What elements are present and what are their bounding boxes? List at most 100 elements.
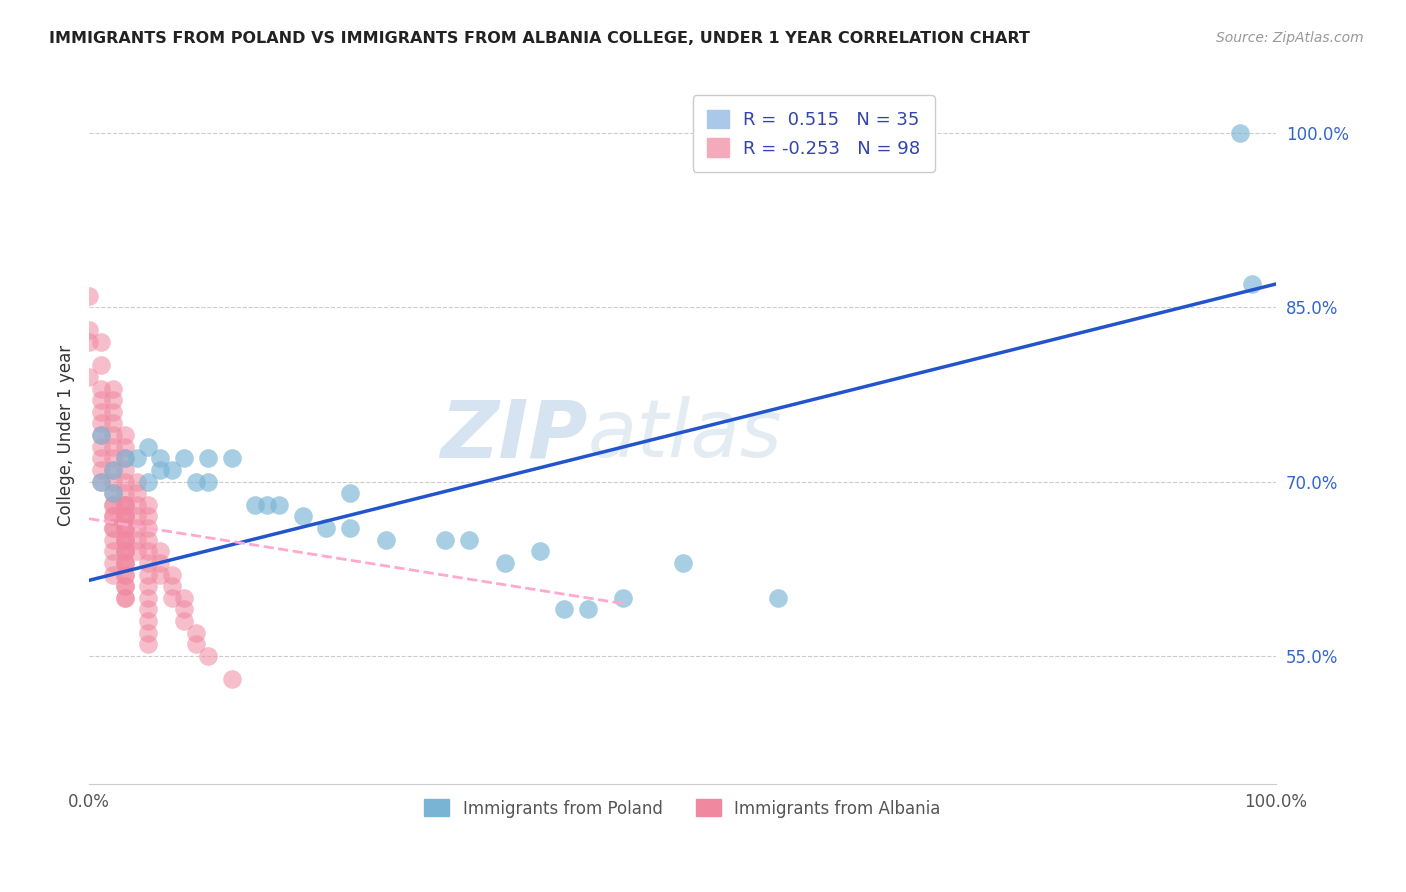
Point	[184, 625, 207, 640]
Point	[529, 544, 551, 558]
Point	[114, 451, 136, 466]
Point	[138, 625, 160, 640]
Point	[101, 498, 124, 512]
Point	[138, 567, 160, 582]
Point	[138, 544, 160, 558]
Point	[494, 556, 516, 570]
Point	[125, 475, 148, 489]
Point	[77, 288, 100, 302]
Point	[114, 521, 136, 535]
Point	[90, 334, 112, 349]
Point	[90, 382, 112, 396]
Point	[138, 579, 160, 593]
Point	[576, 602, 599, 616]
Point	[90, 417, 112, 431]
Point	[612, 591, 634, 605]
Point	[197, 451, 219, 466]
Point	[221, 672, 243, 686]
Point	[138, 475, 160, 489]
Point	[101, 498, 124, 512]
Point	[149, 451, 172, 466]
Point	[160, 579, 183, 593]
Point	[173, 451, 195, 466]
Point	[101, 463, 124, 477]
Point	[77, 370, 100, 384]
Point	[114, 486, 136, 500]
Point	[339, 486, 361, 500]
Point	[90, 428, 112, 442]
Point	[114, 556, 136, 570]
Point	[173, 614, 195, 628]
Point	[245, 498, 267, 512]
Point	[138, 556, 160, 570]
Point	[101, 521, 124, 535]
Point	[101, 451, 124, 466]
Point	[160, 567, 183, 582]
Point	[101, 417, 124, 431]
Point	[125, 498, 148, 512]
Point	[90, 393, 112, 408]
Point	[1241, 277, 1264, 291]
Point	[149, 463, 172, 477]
Point	[125, 544, 148, 558]
Point	[291, 509, 314, 524]
Point	[90, 428, 112, 442]
Point	[114, 498, 136, 512]
Point	[339, 521, 361, 535]
Point	[125, 486, 148, 500]
Point	[114, 533, 136, 547]
Point	[138, 509, 160, 524]
Point	[315, 521, 337, 535]
Text: Source: ZipAtlas.com: Source: ZipAtlas.com	[1216, 31, 1364, 45]
Y-axis label: College, Under 1 year: College, Under 1 year	[58, 344, 75, 525]
Point	[114, 544, 136, 558]
Point	[114, 591, 136, 605]
Point	[114, 579, 136, 593]
Point	[77, 323, 100, 337]
Point	[114, 521, 136, 535]
Point	[101, 475, 124, 489]
Point	[267, 498, 290, 512]
Point	[114, 428, 136, 442]
Point	[101, 544, 124, 558]
Point	[125, 509, 148, 524]
Text: IMMIGRANTS FROM POLAND VS IMMIGRANTS FROM ALBANIA COLLEGE, UNDER 1 YEAR CORRELAT: IMMIGRANTS FROM POLAND VS IMMIGRANTS FRO…	[49, 31, 1031, 46]
Point	[114, 556, 136, 570]
Point	[101, 405, 124, 419]
Point	[138, 498, 160, 512]
Point	[101, 521, 124, 535]
Point	[90, 359, 112, 373]
Point	[766, 591, 789, 605]
Point	[101, 393, 124, 408]
Point	[114, 509, 136, 524]
Point	[114, 509, 136, 524]
Point	[184, 475, 207, 489]
Point	[138, 521, 160, 535]
Point	[114, 544, 136, 558]
Point	[90, 405, 112, 419]
Point	[434, 533, 457, 547]
Point	[374, 533, 396, 547]
Point	[114, 533, 136, 547]
Point	[101, 509, 124, 524]
Point	[149, 556, 172, 570]
Legend: Immigrants from Poland, Immigrants from Albania: Immigrants from Poland, Immigrants from …	[418, 793, 948, 824]
Point	[114, 521, 136, 535]
Point	[114, 544, 136, 558]
Point	[90, 475, 112, 489]
Point	[90, 463, 112, 477]
Point	[125, 451, 148, 466]
Text: ZIP: ZIP	[440, 396, 588, 474]
Point	[125, 521, 148, 535]
Text: atlas: atlas	[588, 396, 782, 474]
Point	[671, 556, 693, 570]
Point	[458, 533, 481, 547]
Point	[138, 637, 160, 651]
Point	[138, 614, 160, 628]
Point	[114, 440, 136, 454]
Point	[138, 602, 160, 616]
Point	[101, 486, 124, 500]
Point	[90, 451, 112, 466]
Point	[101, 509, 124, 524]
Point	[138, 533, 160, 547]
